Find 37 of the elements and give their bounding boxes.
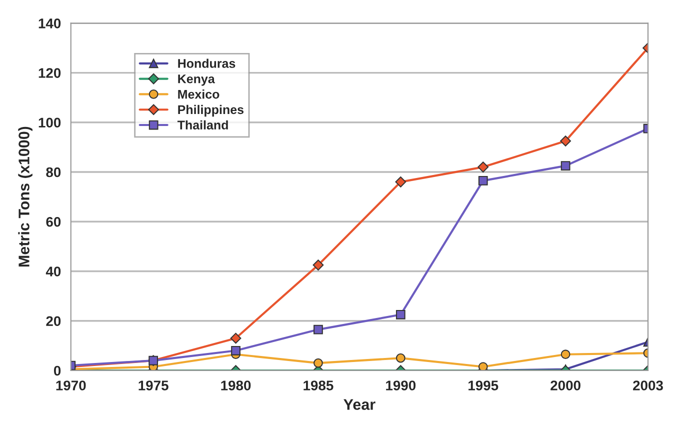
x-tick-label: 2000 [550, 380, 580, 390]
x-tick-label: 1970 [56, 380, 86, 390]
x-tick-label: 1990 [386, 380, 416, 390]
y-tick-label: 80 [46, 167, 61, 178]
point [231, 346, 240, 356]
y-tick-label: 60 [46, 216, 61, 227]
x-tick-label: 1995 [468, 380, 498, 390]
point [560, 136, 571, 146]
legend-label: Honduras [178, 58, 236, 68]
x-tick-label: 1980 [221, 380, 251, 390]
y-tick-label: 120 [38, 68, 61, 78]
legend-label: Philippines [178, 104, 244, 117]
point [478, 362, 488, 370]
legend-label: Kenya [178, 74, 215, 86]
point [395, 176, 406, 188]
x-tick-label: 1985 [304, 380, 334, 390]
x-tick-label: 1975 [138, 380, 168, 390]
point [230, 332, 242, 344]
y-tick-label: 40 [46, 266, 61, 276]
y-tick-label: 20 [46, 316, 61, 326]
legend-label: Mexico [178, 90, 220, 99]
y-tick-label: 140 [38, 18, 61, 28]
point [560, 161, 570, 170]
y-tick-label: 0 [54, 366, 61, 376]
y-tick-label: 100 [38, 118, 61, 128]
point [478, 162, 489, 172]
point [396, 310, 406, 320]
point [560, 350, 570, 360]
point [396, 353, 406, 363]
x-tick-label: 2003 [633, 380, 663, 390]
point [478, 176, 488, 186]
point [312, 260, 324, 270]
legend-label: Thailand [177, 120, 228, 130]
point [314, 358, 323, 368]
x-axis-title: Year [344, 399, 376, 410]
y-axis-title: Metric Tons (x1000) [18, 126, 32, 267]
point [314, 324, 323, 334]
